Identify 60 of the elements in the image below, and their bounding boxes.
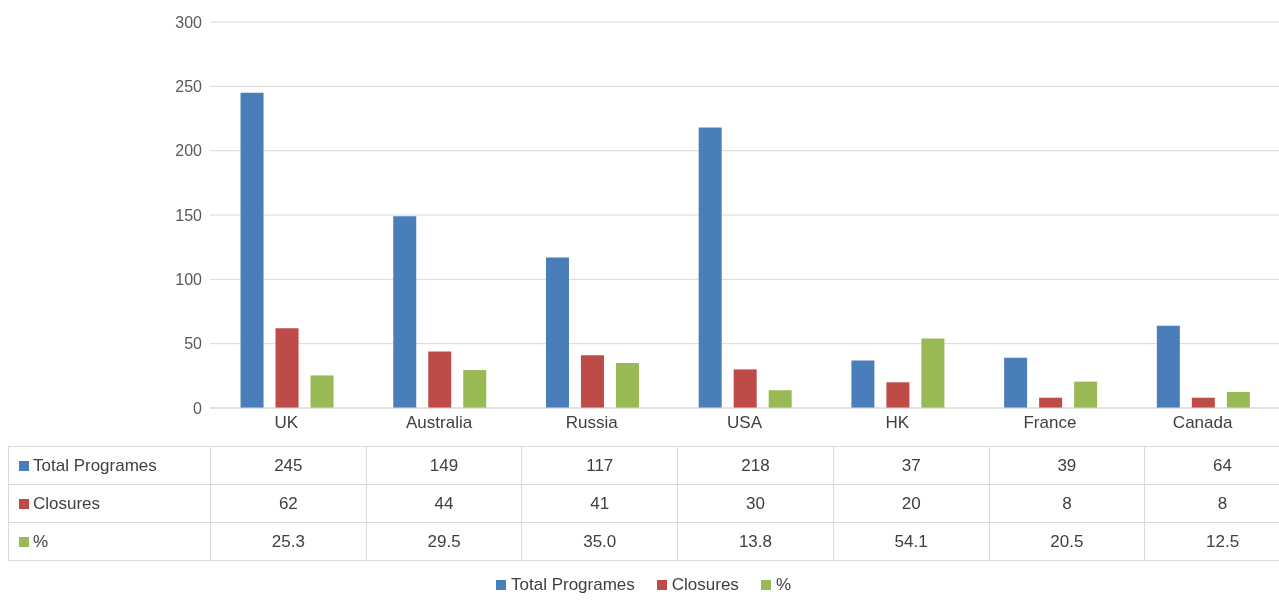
data-label: 149 — [366, 446, 522, 485]
x-tick-label: USA — [727, 413, 763, 433]
data-label: 218 — [677, 446, 834, 485]
bar — [275, 328, 299, 408]
x-tick-label: HK — [885, 413, 910, 433]
bar — [615, 362, 639, 408]
bar — [1156, 325, 1180, 408]
bar — [580, 355, 604, 408]
text: Closures — [33, 493, 101, 513]
y-tick-label: 50 — [184, 335, 203, 353]
bar — [1004, 357, 1028, 408]
bar — [1074, 381, 1098, 408]
y-tick-label: 300 — [175, 13, 203, 31]
data-label: 41 — [521, 484, 678, 523]
y-tick-label: 150 — [175, 206, 203, 224]
bar — [698, 127, 722, 408]
data-label: 62 — [210, 484, 367, 523]
x-tick-label: Russia — [565, 413, 619, 433]
data-label: 8 — [1144, 484, 1279, 523]
bar — [733, 369, 757, 408]
data-label: 117 — [521, 446, 678, 485]
bar — [886, 382, 910, 408]
data-label: 64 — [1144, 446, 1279, 485]
data-label: 20 — [833, 484, 990, 523]
text: Total Programes — [511, 575, 635, 594]
y-tick-label: 250 — [175, 78, 203, 96]
data-label: 54.1 — [833, 522, 990, 561]
bar — [463, 370, 487, 408]
data-label: 25.3 — [210, 522, 367, 561]
bar — [921, 338, 945, 408]
legend-label: Closures — [670, 575, 739, 595]
bar — [1226, 391, 1250, 408]
bar — [240, 92, 264, 408]
bar — [393, 216, 417, 408]
data-label: 30 — [677, 484, 834, 523]
y-tick-label: 200 — [175, 142, 203, 160]
data-label: 35.0 — [521, 522, 678, 561]
data-label: 29.5 — [366, 522, 522, 561]
bar — [851, 360, 875, 408]
x-tick-label: France — [1023, 413, 1077, 433]
data-label: 44 — [366, 484, 522, 523]
bar — [545, 257, 569, 408]
y-tick-label: 100 — [175, 271, 203, 289]
data-label: 13.8 — [677, 522, 834, 561]
y-tick-label: 0 — [193, 399, 203, 417]
x-tick-label: UK — [274, 413, 299, 433]
data-label: 8 — [989, 484, 1145, 523]
bar — [310, 375, 334, 408]
data-label: 39 — [989, 446, 1145, 485]
x-tick-label: Australia — [406, 413, 473, 433]
text: % — [33, 531, 49, 551]
x-tick-label: Canada — [1172, 413, 1233, 433]
legend-label: Total Programes — [8, 446, 211, 485]
data-label: 20.5 — [989, 522, 1145, 561]
legend-label: % — [774, 575, 791, 595]
bar — [768, 390, 792, 408]
bar — [428, 351, 452, 408]
data-label: 37 — [833, 446, 990, 485]
data-label: 245 — [210, 446, 367, 485]
data-label: 12.5 — [1144, 522, 1279, 561]
